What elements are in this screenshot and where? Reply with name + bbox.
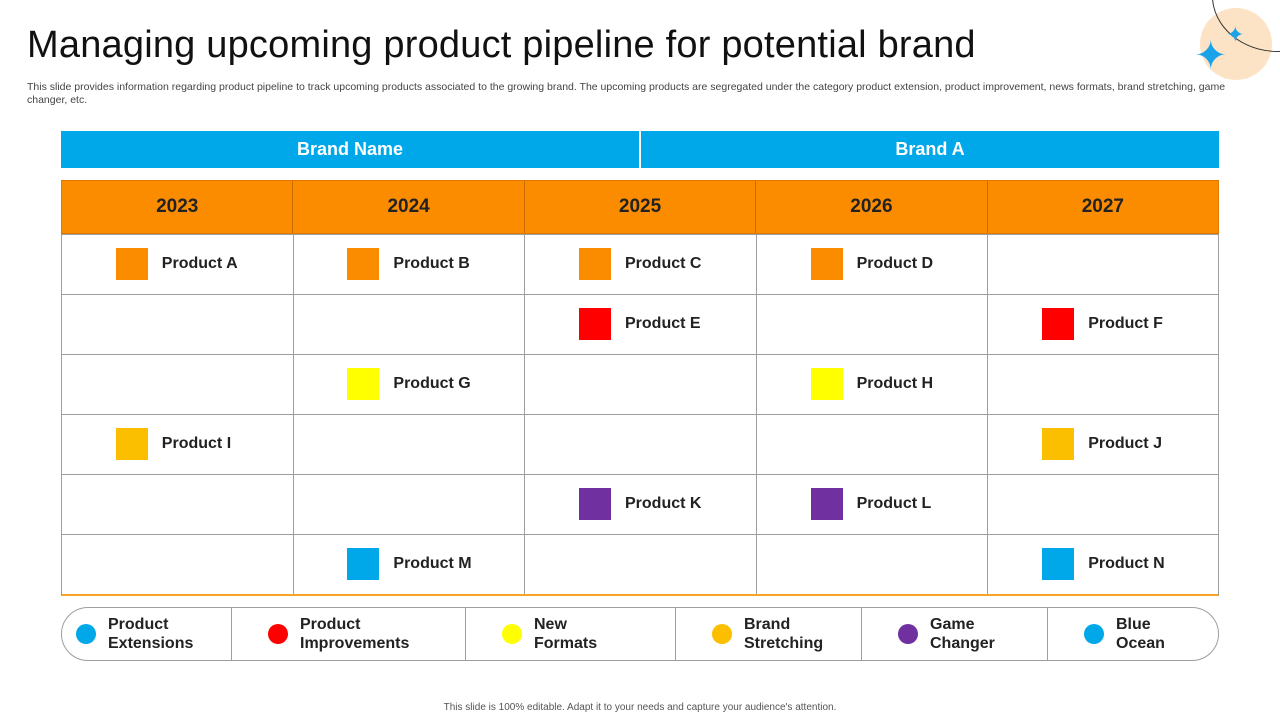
product-k-label: Product K [625, 495, 702, 512]
product-g: Product G [347, 368, 471, 400]
product-c-marker [579, 248, 611, 280]
product-l-label: Product L [856, 495, 932, 512]
product-c-label: Product C [625, 255, 702, 272]
product-n: Product N [1042, 548, 1165, 580]
product-d-marker [810, 248, 843, 280]
brand-name-value: Brand A [639, 131, 1219, 168]
legend-label-line2: Changer [930, 635, 995, 652]
legend-dot-improvements [268, 624, 288, 644]
legend-label-line2: Stretching [744, 635, 824, 652]
legend-label-stretching: Brand Stretching [744, 615, 823, 653]
product-a-label: Product A [161, 255, 238, 272]
product-m: Product M [347, 548, 472, 580]
grid-row-divider [62, 474, 1218, 475]
grid-row-divider [62, 294, 1218, 295]
product-e-marker [579, 308, 611, 340]
product-n-marker [1042, 548, 1075, 580]
product-j-label: Product J [1088, 435, 1162, 452]
slide-footer: This slide is 100% editable. Adapt it to… [443, 702, 837, 713]
slide-title: Managing upcoming product pipeline for p… [27, 24, 976, 66]
slide-subtitle: This slide provides information regardin… [27, 81, 1226, 106]
product-g-marker [347, 368, 380, 400]
sparkle-small-icon: ✦ [1226, 22, 1245, 47]
legend-item-improvements: Product Improvements [231, 608, 465, 660]
legend-dot-extensions [76, 624, 96, 644]
product-h-marker [810, 368, 843, 400]
product-j: Product J [1042, 428, 1162, 460]
legend-item-stretching: Brand Stretching [675, 608, 861, 660]
legend-label-line2: Improvements [300, 635, 410, 652]
product-a: Product A [115, 248, 238, 280]
legend-label-line2: Formats [534, 635, 598, 652]
product-b-label: Product B [393, 255, 470, 272]
legend-label-line1: Brand [744, 616, 791, 633]
product-f-marker [1042, 308, 1075, 340]
product-c: Product C [579, 248, 701, 280]
legend-item-gamechanger: Game Changer [861, 608, 1047, 660]
legend-label-line1: New [534, 616, 567, 633]
year-header-2025: 2025 [523, 181, 755, 233]
legend-label-line1: Game [930, 616, 975, 633]
product-d: Product D [810, 248, 934, 280]
product-b: Product B [347, 248, 470, 280]
legend-label-blueocean: Blue Ocean [1116, 615, 1165, 653]
product-i-label: Product I [161, 435, 232, 452]
legend-label-gamechanger: Game Changer [930, 615, 995, 653]
brand-bar: Brand Name Brand A [61, 131, 1219, 168]
product-m-label: Product M [393, 555, 472, 572]
product-f-label: Product F [1088, 315, 1163, 332]
legend-item-formats: New Formats [465, 608, 675, 660]
product-b-marker [347, 248, 380, 280]
product-g-label: Product G [393, 375, 471, 392]
year-header-2027: 2027 [986, 181, 1218, 233]
legend-item-extensions: Product Extensions [62, 608, 231, 660]
grid-row-divider [62, 534, 1218, 535]
product-l-marker [810, 488, 843, 520]
grid-row-divider [62, 414, 1218, 415]
legend-dot-gamechanger [898, 624, 918, 644]
grid-row-divider [62, 354, 1218, 355]
pipeline-body: Product A Product B Product C Product D Prod… [61, 234, 1219, 596]
product-i: Product I [115, 428, 232, 460]
product-a-marker [115, 248, 148, 280]
category-legend: Product Extensions Product Improvements New F… [61, 607, 1219, 661]
product-l: Product L [810, 488, 932, 520]
year-header-2026: 2026 [755, 181, 986, 233]
legend-dot-stretching [712, 624, 732, 644]
legend-dot-formats [502, 624, 522, 644]
year-header-row: 2023 2024 2025 2026 2027 [61, 180, 1219, 234]
legend-label-line1: Blue [1116, 616, 1151, 633]
legend-label-line2: Extensions [108, 635, 194, 652]
legend-label-formats: New Formats [534, 615, 597, 653]
legend-label-line1: Product [108, 616, 169, 633]
product-h: Product H [810, 368, 934, 400]
product-f: Product F [1042, 308, 1163, 340]
legend-dot-blueocean [1084, 624, 1104, 644]
product-e: Product E [579, 308, 701, 340]
legend-label-improvements: Product Improvements [300, 615, 409, 653]
sparkle-large-icon: ✦ [1194, 34, 1228, 78]
legend-label-extensions: Product Extensions [108, 615, 193, 653]
legend-item-blueocean: Blue Ocean [1047, 608, 1218, 660]
product-n-label: Product N [1088, 555, 1165, 572]
legend-label-line2: Ocean [1116, 635, 1165, 652]
brand-name-label: Brand Name [61, 131, 639, 168]
product-k: Product K [579, 488, 701, 520]
product-j-marker [1042, 428, 1075, 460]
legend-label-line1: Product [300, 616, 361, 633]
product-e-label: Product E [625, 315, 701, 332]
year-header-2024: 2024 [292, 181, 523, 233]
product-i-marker [115, 428, 148, 460]
year-header-2023: 2023 [156, 196, 199, 217]
product-d-label: Product D [856, 255, 934, 272]
product-m-marker [347, 548, 380, 580]
product-h-label: Product H [856, 375, 934, 392]
product-k-marker [579, 488, 611, 520]
